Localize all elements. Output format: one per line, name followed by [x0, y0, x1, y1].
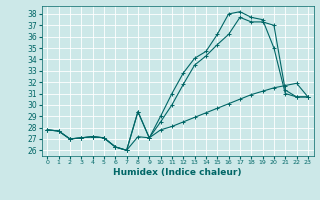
- X-axis label: Humidex (Indice chaleur): Humidex (Indice chaleur): [113, 168, 242, 177]
